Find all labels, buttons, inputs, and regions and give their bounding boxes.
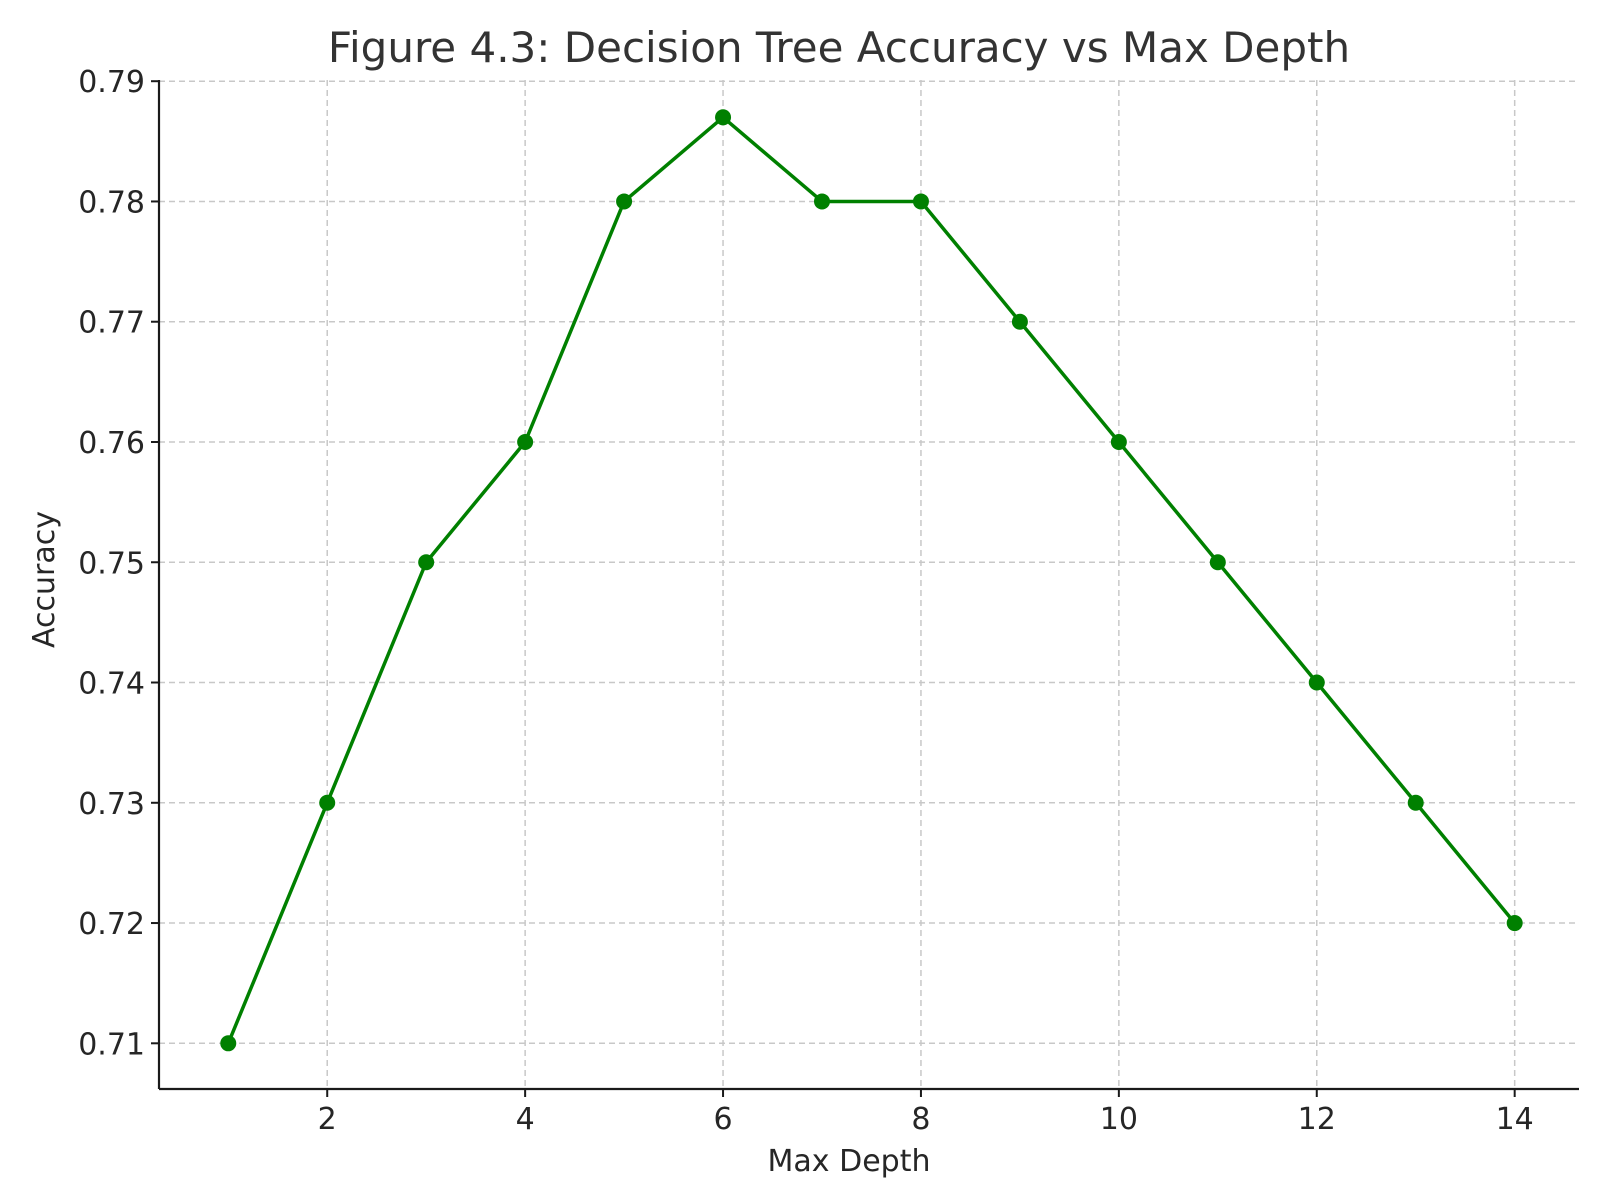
y-tick-label: 0.71 [78,1027,145,1062]
data-point [517,433,534,450]
series [220,109,1523,1052]
x-tick-label: 4 [516,1102,535,1137]
grid [159,80,1579,1089]
y-tick-label: 0.78 [78,185,145,220]
data-point [319,794,336,811]
x-tick-label: 8 [911,1102,930,1137]
x-tick-label: 10 [1100,1102,1138,1137]
data-point [220,1035,237,1052]
data-point [616,193,633,210]
x-tick-label: 14 [1496,1102,1534,1137]
y-tick-label: 0.77 [78,306,145,341]
data-point [418,554,435,571]
y-tick-label: 0.72 [78,907,145,942]
y-tick-label: 0.79 [78,65,145,100]
data-point [1308,674,1325,691]
y-tick-label: 0.74 [78,667,145,702]
series-line [226,115,1517,1044]
x-axis-title: Max Depth [768,1144,931,1179]
data-point [1407,794,1424,811]
y-tick-label: 0.73 [78,787,145,822]
y-tick-label: 0.76 [78,426,145,461]
data-point [1110,433,1127,450]
y-axis-title: Accuracy [27,511,62,648]
data-point [715,109,732,126]
y-tick-label: 0.75 [78,546,145,581]
x-tick-label: 12 [1298,1102,1336,1137]
data-point [1506,915,1523,932]
ticks: 0.71 0.72 0.73 0.74 0.75 0.76 0.77 0.78 0.79 2 4 6 8… [78,65,1534,1137]
x-tick-label: 2 [318,1102,337,1137]
x-tick-label: 6 [713,1102,732,1137]
data-point [912,193,929,210]
data-point [813,193,830,210]
chart-title: Figure 4.3: Decision Tree Accuracy vs Ma… [328,23,1350,72]
data-point [1011,313,1028,330]
axes [157,80,1579,1091]
data-point [1209,554,1226,571]
